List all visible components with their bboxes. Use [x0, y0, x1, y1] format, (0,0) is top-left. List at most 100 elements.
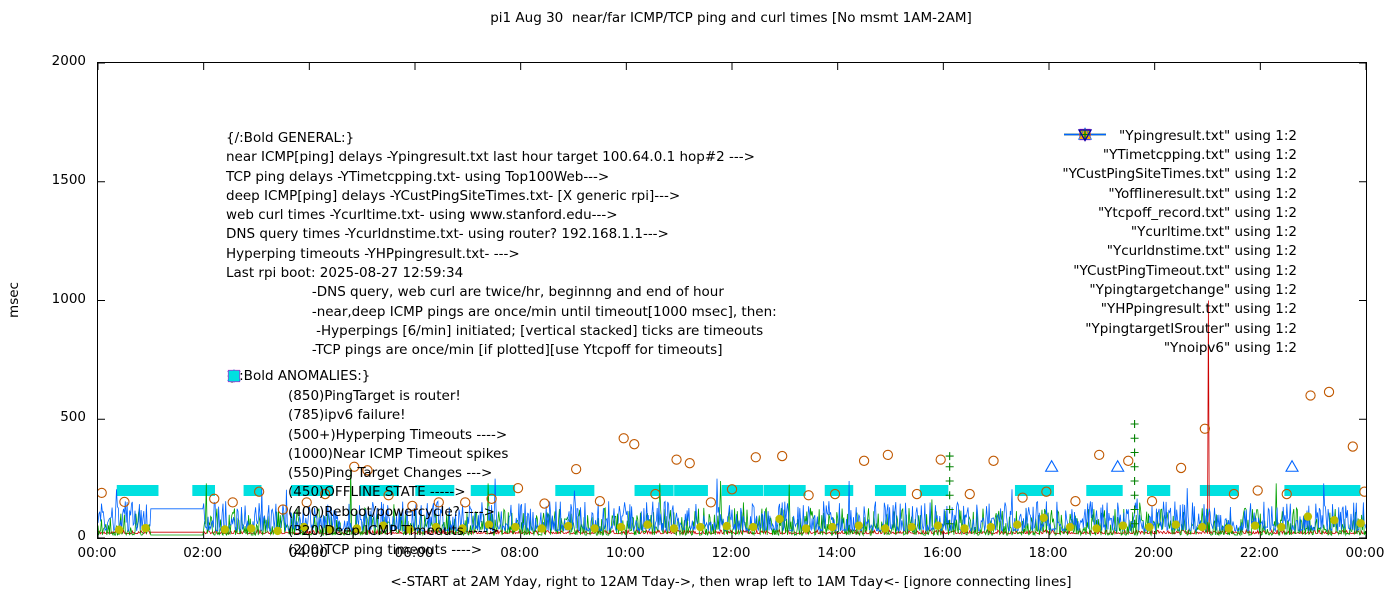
y-tick-label: 1000 [51, 290, 86, 307]
tcp-timeout-bar [1324, 485, 1361, 496]
anomaly-item: (785)ipv6 failure! [226, 371, 508, 425]
y-tick-label: 0 [77, 528, 86, 544]
chart-title: pi1 Aug 30 near/far ICMP/TCP ping and cu… [490, 10, 972, 26]
tcp-timeout-bar [555, 485, 595, 496]
general-annotation-line: -near,deep ICMP pings are once/min until… [226, 303, 777, 320]
general-annotation-line: web curl times -Ycurltime.txt- using www… [226, 207, 618, 224]
tcp-timeout-bar [824, 485, 854, 496]
x-axis-label: <-START at 2AM Yday, right to 12AM Tday-… [390, 574, 1072, 590]
legend-label: "Ypingtargetchange" using 1:2 [1089, 282, 1297, 299]
x-tick-label: 00:00 [77, 545, 117, 561]
tcp-timeout-bar [243, 485, 262, 496]
y-tick-label: 1500 [51, 171, 86, 188]
general-annotations: {/:Bold GENERAL:} near ICMP[ping] delays … [226, 129, 777, 361]
legend-item: "YpingtargetISrouter" using 1:2 [1062, 129, 1297, 338]
legend-label: "YHPpingresult.txt" using 1:2 [1100, 301, 1297, 318]
tcp-timeout-bar [116, 485, 159, 496]
x-tick-label: 20:00 [1134, 545, 1174, 561]
legend-item: "YCustPingTimeout.txt" using 1:2 [1062, 127, 1297, 280]
legend-label: "Ycurltime.txt" using 1:2 [1130, 224, 1297, 241]
legend-item: "Ytcpoff_record.txt" using 1:2 [1062, 129, 1297, 222]
anomaly-label: (785)ipv6 failure! [288, 407, 406, 424]
tcp-timeout-bar [415, 485, 455, 496]
anomaly-label: (550)Ping Target Changes ---> [288, 465, 493, 482]
general-annotation-line: {/:Bold GENERAL:} [226, 130, 355, 146]
tcp-timeout-bar [1199, 485, 1239, 496]
anomalies-heading: {/:Bold ANOMALIES:} [226, 368, 371, 384]
x-tick-label: 22:00 [1239, 545, 1279, 561]
tcp-timeout-bar [1284, 485, 1324, 496]
anomaly-item: (200)TCP ping timeouts ----> [226, 370, 508, 560]
tcp-timeout-bar [1014, 485, 1054, 496]
triangle-down-open-legend-icon [1078, 129, 1093, 142]
x-tick-label: 12:00 [711, 545, 751, 561]
x-tick-label: 04:00 [288, 545, 328, 561]
plot-area: {/:Bold GENERAL:} near ICMP[ping] delays … [97, 62, 1367, 558]
legend-item: "Ynoipv6" using 1:2 [1062, 129, 1297, 357]
legend: "Ypingresult.txt" using 1:2 "YTimetcpping… [1062, 126, 1297, 358]
legend-label: "Ypingresult.txt" using 1:2 [1119, 127, 1297, 144]
tcp-timeout-bar [359, 485, 399, 496]
tcp-timeout-bar [1147, 485, 1171, 496]
tcp-timeout-bar [919, 485, 949, 496]
x-tick-label: 16:00 [922, 545, 962, 561]
tcp-timeout-bar [763, 485, 806, 496]
x-tick-label: 10:00 [605, 545, 645, 561]
x-tick-label: 08:00 [500, 545, 540, 561]
legend-item: "Ycurldnstime.txt" using 1:2 [1062, 129, 1297, 261]
general-annotation-line: -Hyperpings [6/min] initiated; [vertical… [226, 322, 764, 339]
anomaly-label: (1000)Near ICMP Timeout spikes [288, 445, 509, 462]
tcp-timeout-bar [721, 485, 764, 496]
anomaly-label: (850)PingTarget is router! [288, 387, 461, 404]
general-annotation-line: Last rpi boot: 2025-08-27 12:59:34 [226, 265, 464, 282]
anomaly-item: (550)Ping Target Changes ---> [226, 370, 508, 482]
anomaly-item: (400)Reboot/powercycle? ----> [226, 369, 508, 521]
anomaly-label: (500+)Hyperping Timeouts ----> [288, 426, 508, 443]
general-annotation-line: -TCP pings are once/min [if plotted][use… [226, 342, 723, 359]
legend-label: "YCustPingSiteTimes.txt" using 1:2 [1062, 166, 1297, 183]
plot-canvas [98, 63, 1366, 538]
tcp-timeout-bar [874, 485, 907, 496]
legend-label: "Ycurldnstime.txt" using 1:2 [1106, 243, 1297, 260]
anomaly-item: (500+)Hyperping Timeouts ----> [226, 370, 508, 444]
anomaly-annotations: {/:Bold ANOMALIES:} (850)PingTarget is r… [226, 367, 508, 560]
legend-item: "YTimetcpping.txt" using 1:2 [1062, 133, 1297, 164]
general-annotation-line: Hyperping timeouts -YHPpingresult.txt- -… [226, 245, 520, 262]
square-filled-icon [228, 370, 240, 382]
x-tick-label: 00:00 [1345, 545, 1385, 561]
legend-label: "YpingtargetISrouter" using 1:2 [1085, 320, 1297, 337]
tcp-timeout-bar [470, 485, 516, 496]
y-tick-label: 500 [60, 409, 86, 426]
legend-item: "Ycurltime.txt" using 1:2 [1062, 128, 1297, 241]
tcp-timeout-bar [291, 485, 333, 496]
anomaly-label: (450)OFFLINE STATE -----> [288, 484, 466, 501]
x-tick-label: 14:00 [817, 545, 857, 561]
general-annotation-line: deep ICMP[ping] delays -YCustPingSiteTim… [226, 187, 681, 204]
anomaly-item: (450)OFFLINE STATE -----> [226, 369, 508, 502]
y-tick-label: 2000 [51, 53, 86, 69]
anomaly-label: (400)Reboot/powercycle? ----> [288, 503, 495, 520]
legend-label: "Ynoipv6" using 1:2 [1163, 339, 1297, 356]
x-tick-label: 02:00 [183, 545, 223, 561]
legend-label: "YTimetcpping.txt" using 1:2 [1102, 146, 1297, 163]
tcp-timeout-bar [192, 485, 216, 496]
legend-label: "YCustPingTimeout.txt" using 1:2 [1073, 262, 1297, 279]
general-annotation-line: TCP ping delays -YTimetcpping.txt- using… [226, 168, 610, 185]
legend-item: "YHPpingresult.txt" using 1:2 [1062, 129, 1297, 319]
x-tick-label: 18:00 [1028, 545, 1068, 561]
general-annotation-line: -DNS query, web curl are twice/hr, begin… [226, 284, 724, 301]
tcp-timeout-bar [1086, 485, 1123, 496]
anomaly-item: (320)Deep ICMP Timeouts ----> [226, 369, 508, 540]
general-annotation-line: DNS query times -Ycurldnstime.txt- using… [226, 226, 669, 243]
general-annotation-line: near ICMP[ping] delays -Ypingresult.txt … [226, 149, 755, 166]
legend-label: "Yofflineresult.txt" using 1:2 [1108, 185, 1297, 202]
legend-item: "YCustPingSiteTimes.txt" using 1:2 [1062, 133, 1297, 184]
anomaly-item: (1000)Near ICMP Timeout spikes [226, 444, 508, 463]
anomaly-item: (850)PingTarget is router! [226, 371, 508, 405]
legend-label: "Ytcpoff_record.txt" using 1:2 [1097, 204, 1297, 221]
legend-item: "Yofflineresult.txt" using 1:2 [1062, 128, 1297, 203]
legend-item: "Ypingtargetchange" using 1:2 [1062, 128, 1297, 299]
tcp-timeout-bar [674, 485, 708, 496]
tcp-timeout-bar [634, 485, 674, 496]
